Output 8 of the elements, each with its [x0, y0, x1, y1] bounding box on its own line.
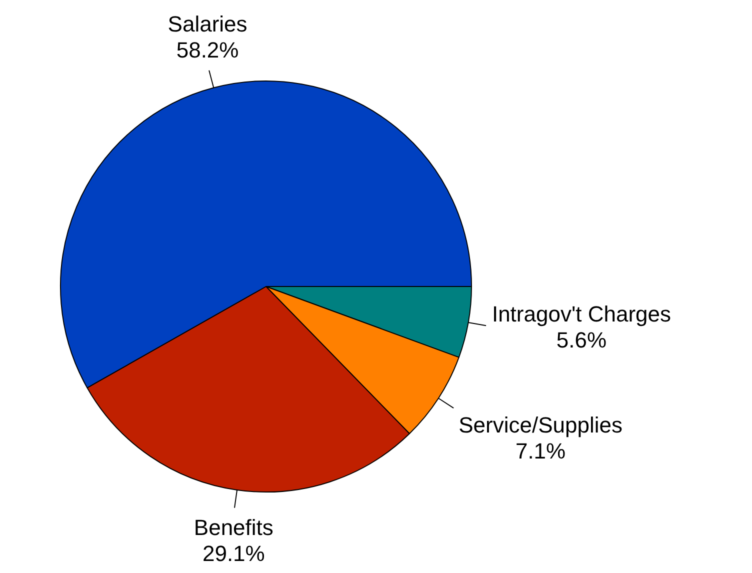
data-label: 29.1% [202, 540, 265, 566]
slice-label: Benefits [194, 514, 274, 540]
data-label: 5.6% [556, 328, 607, 353]
data-label: 7.1% [515, 438, 566, 464]
data-label: 58.2% [176, 38, 239, 63]
slice-label: Service/Supplies [458, 412, 622, 438]
slice-label: Salaries [168, 12, 248, 37]
slice-label: Intragov't Charges [492, 302, 672, 327]
